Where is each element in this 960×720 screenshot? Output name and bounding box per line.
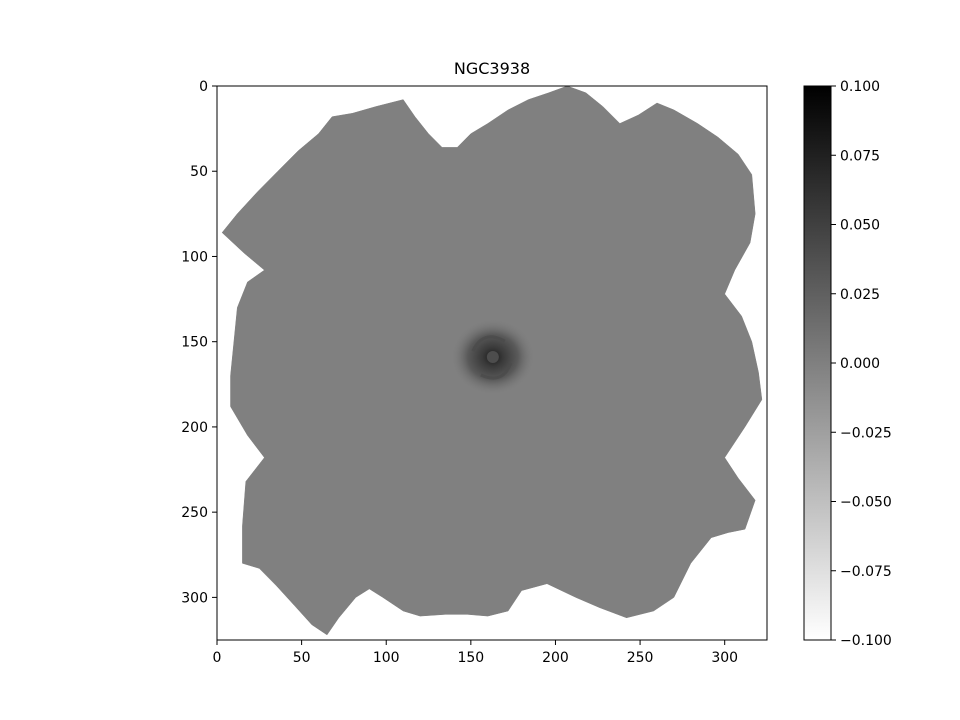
x-tick-label: 0 [213,650,222,666]
x-tick-label: 50 [293,650,311,666]
colorbar-tick-label: 0.100 [840,79,880,95]
colorbar-tick-label: 0.050 [840,218,880,234]
colorbar-tick-label: 0.025 [840,287,880,303]
x-tick-label: 200 [542,650,569,666]
colorbar [803,85,832,641]
axes-frame [216,85,768,641]
colorbar-tick-label: −0.025 [840,425,892,441]
x-tick-label: 150 [457,650,484,666]
colorbar-tick-label: −0.100 [840,633,892,649]
x-tick-label: 250 [627,650,654,666]
y-tick-label: 0 [199,79,208,95]
colorbar-axis: 0.100 0.075 0.050 0.025 0.000 −0.025 −0.050 −0.… [831,79,892,649]
y-axis: 0 50 100 150 200 250 300 [181,79,217,606]
y-tick-label: 300 [181,590,208,606]
colorbar-tick-label: 0.000 [840,356,880,372]
colorbar-tick-label: 0.075 [840,148,880,164]
y-tick-label: 150 [181,335,208,351]
x-axis: 0 50 100 150 200 250 300 [213,640,738,666]
y-tick-label: 200 [181,420,208,436]
y-tick-label: 100 [181,249,208,265]
image-layer [221,86,763,636]
x-tick-label: 100 [373,650,400,666]
galaxy-spiral-arms [471,335,513,380]
colorbar-tick-label: −0.050 [840,495,892,511]
colorbar-tick-label: −0.075 [840,564,892,580]
galaxy-nucleus [486,351,499,364]
chart-title: NGC3938 [454,59,530,78]
x-tick-label: 300 [711,650,738,666]
y-tick-label: 250 [181,505,208,521]
y-tick-label: 50 [190,164,208,180]
